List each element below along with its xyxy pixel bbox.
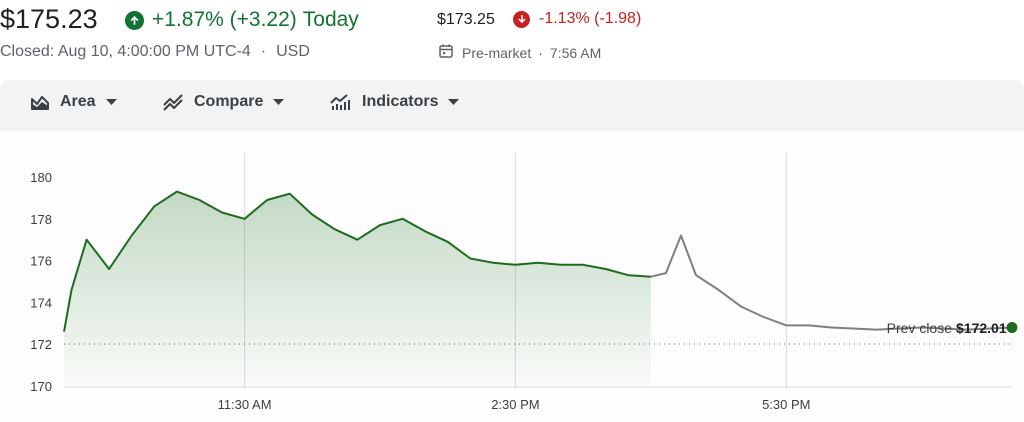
indicators-icon <box>330 93 352 111</box>
arrow-up-circle-icon <box>125 10 144 30</box>
arrow-down-circle-icon <box>513 10 530 28</box>
premarket-change: -1.13% (-1.98) <box>513 10 641 28</box>
last-price-marker <box>1006 321 1018 333</box>
stock-price: $175.23 <box>0 4 98 34</box>
closed-time: Closed: Aug 10, 4:00:00 PM UTC-4 <box>0 43 251 60</box>
chart-svg: 11:30 AM 2:30 PM 5:30 PM 180 178 176 174 172 170… <box>30 153 1018 412</box>
area-chart-icon <box>30 93 50 111</box>
premarket-time: 7:56 AM <box>549 44 602 61</box>
indicators-button[interactable]: Indicators <box>330 93 460 111</box>
x-tick-label: 2:30 PM <box>491 397 539 412</box>
compare-label: Compare <box>194 93 264 110</box>
indicators-label: Indicators <box>362 93 439 110</box>
compare-button[interactable]: Compare <box>163 93 285 111</box>
change-value: +1.87% (+3.22) <box>152 8 297 31</box>
calendar-icon <box>438 43 454 62</box>
extended-session-line <box>650 234 1013 331</box>
chart-toolbar: Area Compare Indicators <box>0 80 1024 131</box>
currency: USD <box>276 43 310 60</box>
compare-icon <box>163 93 184 111</box>
caret-down-icon <box>448 98 460 106</box>
y-tick-label: 174 <box>30 295 52 310</box>
closed-info: Closed: Aug 10, 4:00:00 PM UTC-4 · USD <box>0 43 310 61</box>
y-tick-label: 176 <box>30 254 52 269</box>
y-tick-label: 172 <box>30 337 52 352</box>
area-label: Area <box>60 93 96 110</box>
area-button[interactable]: Area <box>30 93 117 111</box>
regular-session-line <box>63 190 651 332</box>
caret-down-icon <box>273 98 285 106</box>
prev-close-value: $172.01 <box>956 320 1007 336</box>
premarket-label: Pre-market <box>462 44 532 61</box>
premarket-price: $173.25 <box>437 11 495 28</box>
x-tick-label: 5:30 PM <box>762 397 810 412</box>
prev-close-label: Prev close <box>887 320 953 336</box>
price-chart[interactable]: 11:30 AM 2:30 PM 5:30 PM 180 178 176 174 172 170… <box>0 131 1024 422</box>
daily-change: +1.87% (+3.22) Today <box>125 8 359 32</box>
y-tick-label: 178 <box>30 212 52 227</box>
caret-down-icon <box>105 98 117 106</box>
regular-session-area <box>64 191 651 386</box>
change-period: Today <box>302 8 359 31</box>
premarket-change-value: -1.13% (-1.98) <box>539 10 642 27</box>
separator-dot: · <box>260 43 267 60</box>
y-tick-label: 170 <box>30 379 52 394</box>
x-tick-label: 11:30 AM <box>218 397 272 412</box>
y-tick-label: 180 <box>30 170 52 185</box>
premarket-info: Pre-market · 7:56 AM <box>438 43 601 62</box>
separator-dot: · <box>538 44 543 61</box>
